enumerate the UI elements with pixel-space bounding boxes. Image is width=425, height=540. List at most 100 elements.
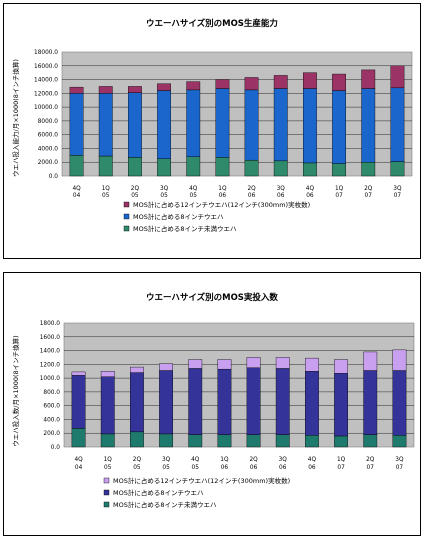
x-tick-label: 1Q	[218, 186, 227, 192]
legend-swatch	[103, 489, 110, 496]
x-tick-label: 05	[190, 193, 198, 199]
bar-segment	[128, 86, 142, 93]
x-tick-label: 3Q	[279, 457, 288, 463]
bar-segment	[100, 433, 115, 448]
x-tick-label: 05	[104, 465, 112, 471]
legend-swatch	[123, 201, 130, 208]
bar-segment	[128, 157, 142, 177]
bar-segment	[273, 88, 288, 162]
x-tick-label: 1Q	[102, 186, 111, 192]
x-tick-label: 2Q	[131, 186, 140, 192]
y-tick-label: 800.0	[43, 390, 60, 396]
chart-title: ウエーハサイズ別のMOS生産能力	[146, 18, 278, 29]
bar-segment	[217, 434, 232, 448]
bar-segment	[128, 92, 142, 158]
bar-segment	[305, 371, 319, 436]
x-tick-label: 06	[308, 465, 316, 471]
y-tick-label: 0.0	[51, 445, 61, 451]
x-tick-label: 2Q	[364, 186, 373, 192]
x-tick-label: 06	[277, 193, 285, 199]
x-tick-label: 4Q	[306, 186, 315, 192]
x-tick-label: 3Q	[395, 457, 404, 463]
bar-segment	[186, 156, 201, 177]
bar-segment	[361, 69, 376, 89]
bar-segment	[275, 434, 290, 448]
production-capacity-chart-panel: ウエーハサイズ別のMOS生産能力 ウエハ投入能力/月×1000(8インチ換算) …	[3, 3, 421, 259]
x-tick-label: 2Q	[366, 457, 375, 463]
bar-segment	[246, 357, 261, 368]
x-tick-label: 04	[73, 193, 81, 199]
bar-segment	[157, 83, 171, 91]
bar-segment	[98, 93, 113, 157]
legend-label: MOS計に占める8インチウエハ	[133, 212, 224, 221]
bar-segment	[305, 357, 319, 372]
x-tick-label: 4Q	[189, 186, 198, 192]
x-tick-label: 4Q	[72, 186, 81, 192]
bar-segment	[159, 363, 173, 371]
legend-label: MOS計に占める12インチウエハ(12インチ(300mm)実枚数)	[133, 200, 310, 209]
bar-segment	[130, 366, 144, 373]
x-tick-label: 4Q	[74, 457, 83, 463]
y-tick-label: 200.0	[43, 431, 60, 437]
bar-segment	[188, 368, 203, 435]
y-tick-label: 1800.0	[40, 321, 61, 327]
actual-input-chart-panel: ウエーハサイズ別のMOS実投入数 ウエハ投入数/月×1000(8インチ換算) 0…	[3, 272, 421, 536]
bar-segment	[361, 88, 376, 163]
plot-area	[63, 322, 415, 448]
legend-label: MOS計に占める12インチウエハ(12インチ(300mm)実枚数)	[113, 476, 290, 485]
bar-segment	[100, 371, 115, 377]
bar-segment	[305, 435, 319, 448]
bar-segment	[157, 90, 171, 159]
bar-segment	[157, 158, 171, 177]
bar-segment	[334, 373, 348, 437]
legend-label: MOS計に占める8インチ未満ウエハ	[133, 224, 237, 233]
x-tick-label: 05	[192, 465, 200, 471]
bar-segment	[244, 89, 259, 161]
bar-segment	[363, 370, 378, 435]
bar-segment	[69, 93, 84, 156]
x-tick-label: 06	[219, 193, 227, 199]
bar-segment	[217, 368, 232, 435]
legend-swatch	[123, 213, 130, 220]
bar-segment	[69, 155, 84, 177]
y-tick-label: 1000.0	[40, 376, 61, 382]
x-tick-label: 07	[394, 193, 402, 199]
bar-segment	[186, 81, 201, 91]
bar-segment	[244, 159, 259, 177]
chart-title: ウエーハサイズ別のMOS実投入数	[146, 292, 278, 303]
bar-segment	[390, 161, 405, 177]
x-tick-label: 3Q	[160, 186, 169, 192]
bar-segment	[392, 435, 407, 448]
bar-segment	[215, 88, 230, 158]
bar-segment	[303, 88, 317, 164]
bar-segment	[332, 73, 346, 91]
y-tick-label: 600.0	[43, 404, 60, 410]
x-tick-label: 3Q	[393, 186, 402, 192]
y-tick-label: 0.0	[49, 174, 59, 180]
x-tick-label: 1Q	[220, 457, 229, 463]
x-tick-label: 1Q	[337, 457, 346, 463]
x-tick-label: 05	[131, 193, 139, 199]
actual-input-chart: ウエーハサイズ別のMOS実投入数 ウエハ投入数/月×1000(8インチ換算) 0…	[11, 292, 415, 509]
y-tick-label: 10000.0	[34, 105, 58, 111]
bar-segment	[244, 77, 259, 91]
bar-segment	[363, 351, 378, 371]
y-tick-label: 8000.0	[38, 119, 59, 125]
y-tick-label: 1200.0	[40, 362, 61, 368]
bar-segment	[334, 435, 348, 448]
x-tick-label: 07	[337, 465, 345, 471]
bar-segment	[361, 162, 376, 177]
bar-segment	[215, 157, 230, 177]
y-tick-label: 1600.0	[40, 335, 61, 341]
bar-segment	[98, 86, 113, 94]
bar-segment	[392, 349, 407, 371]
bar-segment	[390, 65, 405, 89]
legend-label: MOS計に占める8インチウエハ	[113, 488, 204, 497]
bar-segment	[246, 434, 261, 448]
y-tick-label: 2000.0	[38, 160, 59, 166]
y-tick-label: 12000.0	[34, 91, 58, 97]
x-tick-label: 07	[335, 193, 343, 199]
bar-segment	[390, 87, 405, 162]
y-tick-label: 16000.0	[34, 64, 58, 70]
y-tick-label: 4000.0	[38, 146, 59, 152]
